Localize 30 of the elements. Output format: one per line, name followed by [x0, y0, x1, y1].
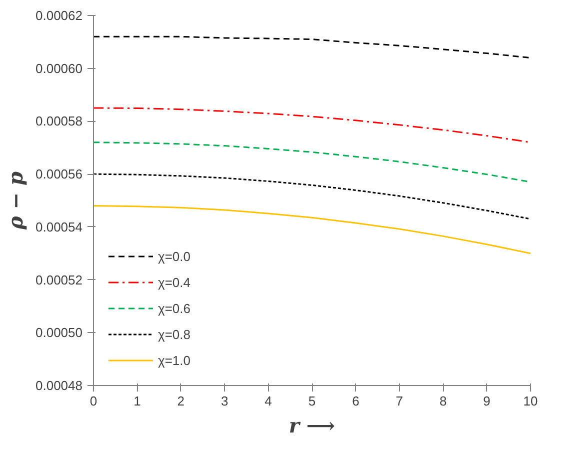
legend-label: χ=0.8 [158, 326, 190, 342]
x-tick-label: 3 [220, 394, 228, 408]
x-tick-label: 4 [264, 394, 272, 408]
y-tick-label: 0.00058 [36, 114, 83, 129]
y-tick-label: 0.00052 [36, 272, 83, 288]
line-series [94, 142, 530, 183]
y-tick-label: 0.00054 [36, 219, 83, 234]
y-tick-label: 0.00056 [36, 166, 83, 182]
y-tick-label: 0.00050 [36, 325, 83, 340]
legend-label: χ=0.6 [158, 300, 190, 316]
x-tick-label: 5 [308, 394, 316, 408]
x-tick-label: 6 [352, 394, 360, 408]
legend-label: χ=1.0 [158, 352, 190, 368]
y-tick-label: 0.00060 [36, 60, 83, 76]
line-series [94, 173, 530, 220]
x-tick-label: 9 [483, 394, 490, 408]
y-tick-label: 0.00062 [36, 8, 83, 23]
x-tick-label: 10 [523, 394, 538, 408]
x-tick-label: 1 [134, 394, 141, 408]
x-tick-label: 0 [90, 394, 98, 408]
x-tick-label: 7 [396, 394, 404, 408]
legend-label: χ=0.4 [158, 274, 190, 290]
y-axis-title: ρ − p [4, 172, 28, 230]
line-series [94, 107, 530, 144]
x-tick-label: 2 [177, 394, 185, 408]
x-axis-title: r ⟶ [288, 414, 336, 438]
legend-label: χ=0.0 [158, 248, 190, 264]
y-tick-label: 0.00048 [36, 378, 83, 393]
x-tick-label: 8 [439, 394, 447, 408]
line-series [94, 36, 530, 59]
